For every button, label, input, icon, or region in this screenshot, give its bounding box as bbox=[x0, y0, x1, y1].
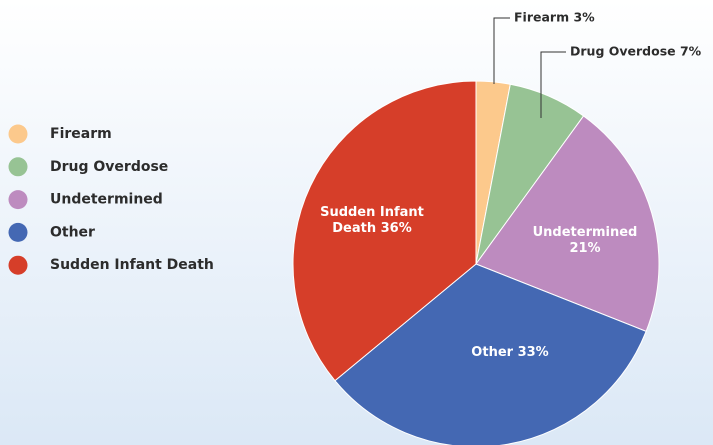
pie-slice bbox=[475, 115, 660, 333]
legend-label: Sudden Infant Death bbox=[50, 257, 214, 273]
legend-label: Firearm bbox=[50, 126, 112, 142]
legend-label: Other bbox=[50, 224, 95, 240]
slice-label: Sudden Infant Death 36% bbox=[320, 205, 424, 236]
legend-swatch bbox=[8, 157, 28, 177]
slice-label: Undetermined 21% bbox=[533, 225, 638, 256]
legend-label: Drug Overdose bbox=[50, 159, 168, 175]
legend-swatch bbox=[8, 255, 28, 275]
slice-label: Drug Overdose 7% bbox=[570, 44, 702, 59]
legend-swatch bbox=[8, 124, 28, 144]
legend-label: Undetermined bbox=[50, 192, 163, 208]
leader-line bbox=[493, 17, 510, 84]
leader-line bbox=[540, 51, 566, 118]
slice-label: Firearm 3% bbox=[514, 10, 595, 25]
slice-label: Other 33% bbox=[471, 345, 548, 360]
pie-slice bbox=[292, 80, 477, 382]
legend-swatch bbox=[8, 190, 28, 210]
legend-swatch bbox=[8, 222, 28, 242]
